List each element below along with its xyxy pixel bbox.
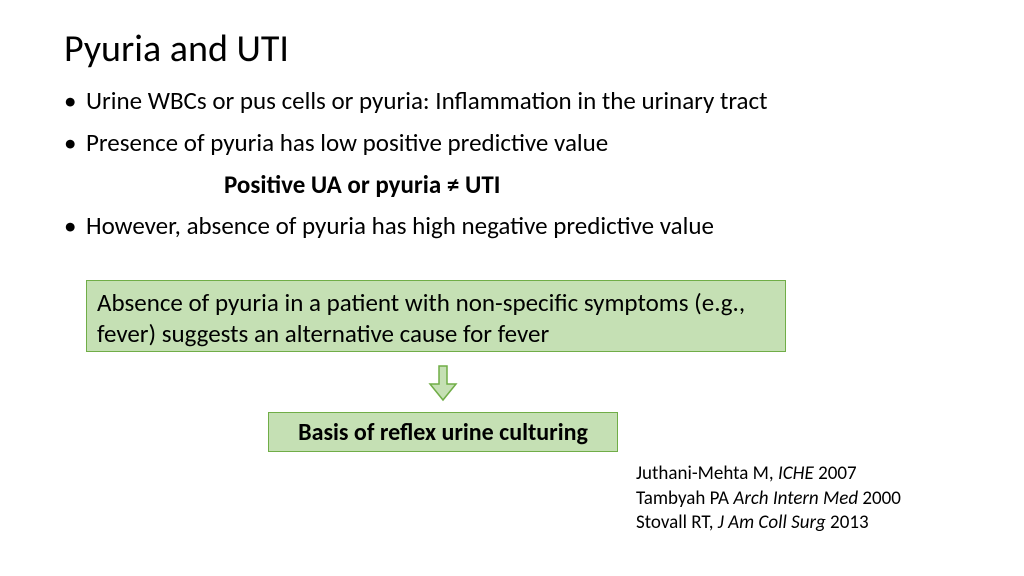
reference-line: Juthani-Mehta M, ICHE 2007 [636,462,901,487]
reference-line: Tambyah PA Arch Intern Med 2000 [636,487,901,512]
callout-box-primary: Absence of pyuria in a patient with non-… [86,280,786,352]
ref-journal: J Am Coll Surg [718,511,826,534]
reference-line: Stovall RT, J Am Coll Surg 2013 [636,511,901,536]
ref-author: Stovall RT, [636,511,718,534]
bullet-item: Urine WBCs or pus cells or pyuria: Infla… [64,84,944,118]
ref-year: 2013 [826,511,869,534]
ref-year: 2007 [814,462,857,485]
ref-journal: ICHE [778,462,814,485]
ref-author: Tambyah PA [636,487,733,510]
bullet-item: Presence of pyuria has low positive pred… [64,126,944,160]
ref-year: 2000 [858,487,901,510]
down-arrow-icon [426,364,460,402]
bullet-item: However, absence of pyuria has high nega… [64,209,944,243]
ref-journal: Arch Intern Med [733,487,858,510]
bullet-list: Urine WBCs or pus cells or pyuria: Infla… [64,84,944,251]
callout-box-secondary: Basis of reflex urine culturing [268,412,618,452]
slide-title: Pyuria and UTI [64,26,289,72]
slide: Pyuria and UTI Urine WBCs or pus cells o… [0,0,1024,576]
references: Juthani-Mehta M, ICHE 2007 Tambyah PA Ar… [636,462,901,536]
emphasis-line: Positive UA or pyuria ≠ UTI [224,168,944,202]
ref-author: Juthani-Mehta M, [636,462,778,485]
arrow-path [430,366,456,400]
